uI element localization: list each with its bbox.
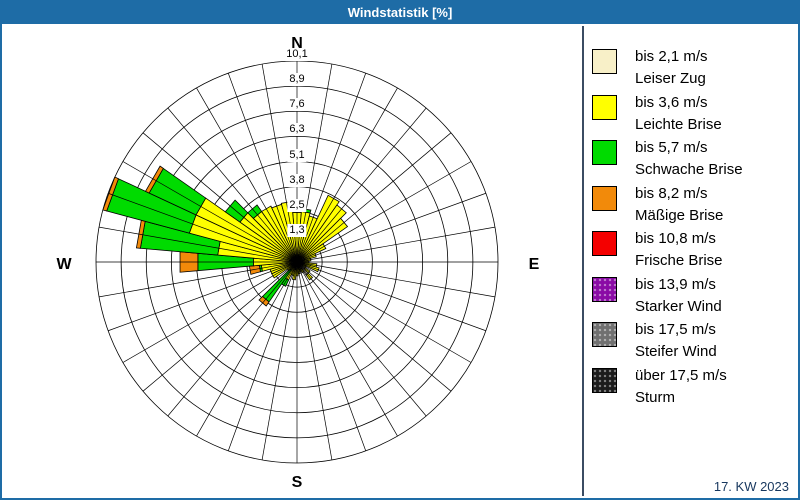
grid-radial [296, 261, 367, 451]
grid-radial [296, 261, 452, 392]
legend-swatch [592, 140, 617, 165]
grid-radial [296, 261, 398, 437]
grid-radial [296, 261, 427, 417]
rose-center-dot [293, 258, 301, 266]
ring-label: 3,8 [287, 173, 307, 187]
compass-label-south: S [291, 474, 303, 491]
grid-radial [296, 192, 486, 263]
ring-label: 1,3 [287, 223, 307, 237]
ring-label: 6,3 [287, 123, 307, 137]
legend-item: bis 2,1 m/s Leiser Zug [590, 48, 795, 94]
legend-swatch [592, 185, 617, 211]
grid-radial [108, 261, 298, 332]
legend-label: bis 3,6 m/s Leichte Brise [635, 93, 722, 133]
legend-item: bis 10,8 m/s Frische Brise [590, 230, 795, 276]
legend-swatch [592, 276, 617, 302]
grid-radial [296, 107, 427, 263]
grid-radial [296, 261, 472, 363]
legend-label: bis 10,8 m/s Frische Brise [635, 230, 723, 269]
legend-swatch [592, 322, 617, 347]
grid-radial [296, 87, 398, 263]
ring-label: 5,1 [287, 148, 307, 162]
grid-radial [296, 132, 452, 263]
ring-label: 8,9 [287, 73, 307, 87]
grid-radial [122, 261, 298, 363]
legend-label: über 17,5 m/s Sturm [635, 366, 727, 406]
legend-swatch [592, 231, 617, 256]
grid-radial [196, 261, 298, 437]
wind-speed-legend: bis 2,1 m/s Leiser Zug bis 3,6 m/s Leichte … [590, 2, 795, 498]
legend-label: bis 8,2 m/s Mäßige Brise [635, 184, 724, 224]
legend-item: bis 13,9 m/s Starker Wind [590, 276, 795, 322]
compass-label-west: W [56, 256, 72, 273]
legend-swatch [592, 367, 617, 393]
grid-radial [227, 261, 298, 451]
legend-item: über 17,5 m/s Sturm [590, 367, 795, 413]
legend-label: bis 17,5 m/s Steifer Wind [635, 321, 717, 360]
legend-item: bis 17,5 m/s Steifer Wind [590, 321, 795, 367]
grid-radial [142, 132, 298, 263]
ring-label: 2,5 [287, 198, 307, 212]
grid-radial [196, 87, 298, 263]
grid-radial [167, 261, 298, 417]
legend-swatch [592, 49, 617, 74]
grid-radial [227, 73, 298, 263]
grid-radial [296, 261, 486, 332]
grid-radial [296, 261, 496, 298]
compass-label-north: N [291, 35, 303, 52]
grid-radial [167, 107, 298, 263]
legend-item: bis 5,7 m/s Schwache Brise [590, 139, 795, 185]
ring-label: 10,1 [284, 48, 310, 61]
legend-swatch [592, 94, 617, 120]
legend-item: bis 8,2 m/s Mäßige Brise [590, 185, 795, 231]
page-title: Windstatistik [%] [347, 5, 453, 20]
compass-label-east: E [528, 256, 540, 273]
grid-radial [108, 192, 298, 263]
grid-radial [296, 226, 496, 263]
title-bar: Windstatistik [%] [2, 2, 798, 24]
legend-label: bis 13,9 m/s Starker Wind [635, 275, 722, 315]
grid-radial [122, 161, 298, 263]
grid-radial [98, 226, 298, 263]
legend-separator [582, 26, 584, 496]
calendar-week-label: 17. KW 2023 [713, 479, 789, 494]
legend-label: bis 5,7 m/s Schwache Brise [635, 139, 743, 178]
grid-radial [296, 161, 472, 263]
grid-radial [142, 261, 298, 392]
grid-radial [261, 261, 298, 461]
legend-item: bis 3,6 m/s Leichte Brise [590, 94, 795, 140]
grid-radial [98, 261, 298, 298]
grid-radial [296, 73, 367, 263]
legend-label: bis 2,1 m/s Leiser Zug [635, 48, 708, 87]
grid-radial [296, 261, 333, 461]
ring-label: 7,6 [287, 98, 307, 112]
